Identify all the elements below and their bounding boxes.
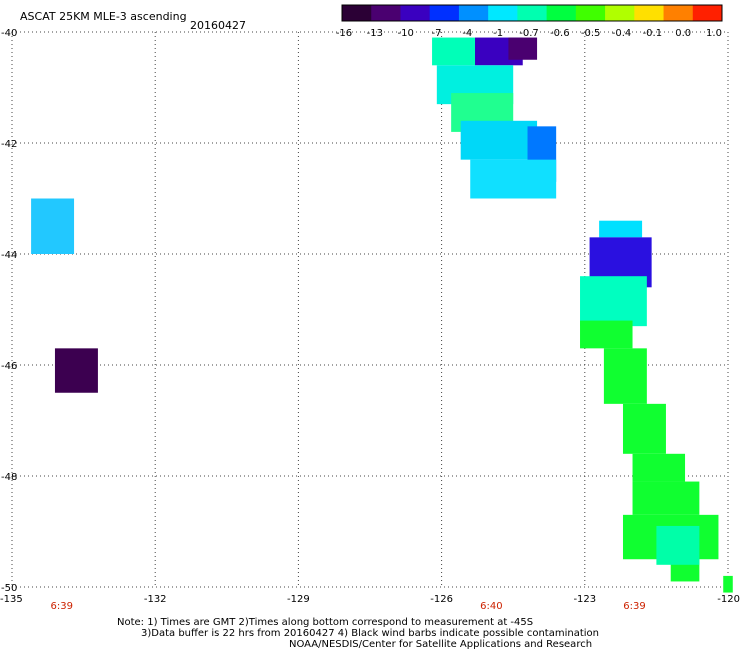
colorbar-label-1: -13 [367, 28, 383, 39]
data-cell-7 [460, 120, 538, 160]
y-tick-label-0: -40 [1, 28, 17, 39]
colorbar-label-7: -0.6 [550, 28, 570, 39]
data-cell-0 [31, 198, 75, 254]
colorbar-swatch-2 [400, 5, 431, 21]
y-tick-label-5: -50 [1, 583, 17, 594]
colorbar-swatch-4 [458, 5, 489, 21]
colorbar-swatch-9 [605, 5, 635, 21]
chart-title: ASCAT 25KM MLE-3 ascending [20, 10, 187, 23]
colorbar-swatch-8 [575, 5, 606, 21]
y-tick-label-1: -42 [1, 139, 17, 150]
data-cell-10 [599, 220, 643, 238]
time-label-0: 6:39 [50, 601, 72, 612]
colorbar-swatch-3 [429, 5, 460, 21]
data-cell-16 [632, 453, 686, 482]
colorbar-label-10: -0.1 [643, 28, 663, 39]
data-cell-20 [656, 525, 700, 565]
x-tick-label-3: -126 [430, 594, 453, 605]
colorbar-swatch-11 [663, 5, 694, 21]
colorbar-label-11: 0.0 [675, 28, 691, 39]
colorbar-label-12: 1.0 [706, 28, 722, 39]
chart-date: 20160427 [190, 19, 246, 32]
colorbar-swatch-5 [488, 5, 518, 21]
colorbar-swatch-1 [371, 5, 401, 21]
data-cell-13 [580, 320, 633, 349]
colorbar-label-9: -0.4 [612, 28, 632, 39]
note-line-1: Note: 1) Times are GMT 2)Times along bot… [117, 617, 533, 628]
colorbar-label-0: -16 [336, 28, 352, 39]
x-tick-label-2: -129 [287, 594, 310, 605]
colorbar-swatch-0 [342, 5, 372, 21]
x-tick-label-4: -123 [573, 594, 596, 605]
time-label-2: 6:39 [623, 601, 645, 612]
data-cell-1 [54, 348, 98, 393]
colorbar-label-4: -4 [462, 28, 472, 39]
colorbar-label-5: -1 [493, 28, 503, 39]
x-tick-label-5: -120 [717, 594, 740, 605]
y-tick-label-3: -46 [1, 361, 17, 372]
note-line-3: NOAA/NESDIS/Center for Satellite Applica… [289, 639, 592, 650]
data-cell-2 [432, 37, 476, 66]
colorbar-label-8: -0.5 [581, 28, 601, 39]
axes: -135 -132 -129 -126 -123 -120 -40 -42 -44 -46 -48 -… [0, 28, 740, 612]
data-cell-12 [580, 276, 647, 327]
colorbar-label-2: -10 [397, 28, 413, 39]
time-label-1: 6:40 [480, 601, 502, 612]
y-tick-label-4: -48 [1, 472, 17, 483]
data-cell-14 [603, 348, 647, 404]
colorbar-swatch-6 [517, 5, 548, 21]
colorbar: -16 -13 -10 -7 -4 -1 -0.7 -0.6 -0.5 -0.4 -0.1 0.0 1.… [336, 4, 723, 39]
colorbar-swatch-12 [692, 5, 723, 21]
data-cell-9 [470, 159, 557, 199]
colorbar-label-6: -0.7 [519, 28, 539, 39]
colorbar-label-3: -7 [432, 28, 442, 39]
colorbar-swatch-7 [546, 5, 577, 21]
data-cell-15 [622, 403, 666, 454]
colorbar-frame [341, 4, 723, 22]
x-tick-label-1: -132 [144, 594, 167, 605]
x-tick-label-0: -135 [0, 594, 23, 605]
note-line-2: 3)Data buffer is 22 hrs from 20160427 4)… [141, 628, 599, 639]
colorbar-swatch-10 [634, 5, 665, 21]
data-cell-4 [508, 37, 538, 60]
data-cells [31, 37, 733, 593]
y-tick-label-2: -44 [1, 250, 17, 261]
data-cell-17 [632, 481, 700, 515]
data-cell-21 [723, 575, 733, 593]
